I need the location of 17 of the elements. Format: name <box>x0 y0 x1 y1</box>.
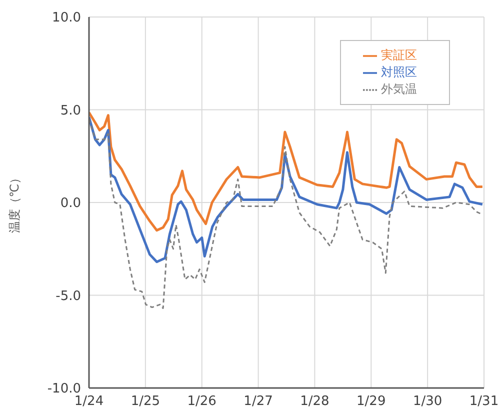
x-tick-label: 1/29 <box>356 394 386 410</box>
y-tick-label: 0.0 <box>60 196 81 212</box>
y-tick-label: 5.0 <box>60 103 81 118</box>
y-tick-label: 10.0 <box>52 10 81 26</box>
x-tick-label: 1/27 <box>244 394 273 410</box>
x-tick-label: 1/26 <box>187 394 216 410</box>
y-tick-label: -10.0 <box>47 382 81 397</box>
x-tick-label: 1/24 <box>74 394 104 410</box>
legend-label: 外気温 <box>381 82 417 96</box>
y-axis-title: 温度（℃） <box>7 172 22 234</box>
x-tick-label: 1/31 <box>469 394 499 410</box>
x-tick-label: 1/30 <box>412 394 442 410</box>
x-tick-label: 1/28 <box>300 394 330 410</box>
legend-label: 実証区 <box>381 48 417 62</box>
y-tick-label: -5.0 <box>56 288 81 304</box>
x-tick-label: 1/25 <box>130 394 160 410</box>
legend-label: 対照区 <box>381 65 417 79</box>
